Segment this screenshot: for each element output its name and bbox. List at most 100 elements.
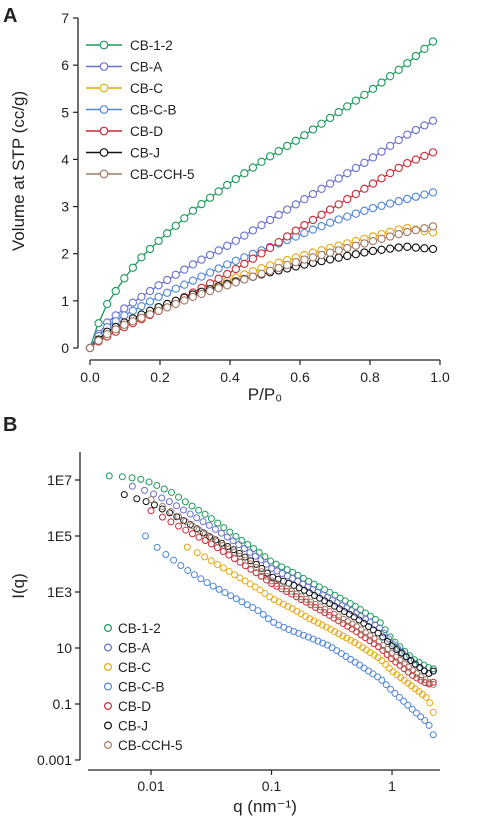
data-point <box>325 255 335 264</box>
data-point <box>265 266 275 276</box>
data-point <box>141 486 149 494</box>
data-point <box>373 673 381 681</box>
data-point <box>425 721 433 729</box>
y-tick-label: 0.001 <box>37 752 72 768</box>
data-point <box>220 524 228 532</box>
data-point <box>416 663 424 671</box>
data-point <box>428 116 438 125</box>
data-point <box>223 269 232 279</box>
data-point <box>420 667 428 675</box>
data-point <box>334 200 343 209</box>
data-point <box>300 228 309 238</box>
data-point <box>158 494 166 502</box>
y-tick-label: 3 <box>61 199 69 215</box>
data-point <box>241 553 249 561</box>
data-point <box>257 556 265 564</box>
data-point <box>411 225 420 235</box>
data-point <box>231 236 240 245</box>
legend-swatch-marker <box>99 148 109 157</box>
y-tick-label: 10 <box>56 640 72 656</box>
data-point <box>331 628 339 636</box>
data-point <box>190 571 198 579</box>
data-point <box>317 250 326 260</box>
data-point <box>308 125 318 134</box>
data-point <box>429 678 437 686</box>
data-point <box>272 560 280 568</box>
data-point <box>420 121 429 130</box>
data-point <box>128 298 138 307</box>
legend-swatch-marker <box>103 643 112 652</box>
data-point <box>225 545 233 553</box>
data-point <box>197 289 206 299</box>
data-point <box>368 153 378 162</box>
data-point <box>162 550 170 558</box>
data-point <box>411 125 420 135</box>
data-point <box>428 244 438 254</box>
legend-swatch-marker <box>99 40 109 50</box>
y-tick-label: 1E5 <box>47 528 72 544</box>
data-point <box>394 230 403 239</box>
data-point <box>209 582 217 590</box>
data-point <box>214 560 222 568</box>
data-point <box>219 564 227 572</box>
data-point <box>223 281 232 290</box>
data-point <box>420 44 429 53</box>
legend-entry-label: CB-1-2 <box>130 38 173 53</box>
legend-entry-label: CB-D <box>130 124 163 139</box>
data-point <box>319 639 327 647</box>
data-point <box>325 113 335 123</box>
y-tick-label: 1E3 <box>47 584 72 600</box>
data-point <box>325 179 335 188</box>
data-point <box>411 192 420 201</box>
x-tick-label: 1 <box>388 778 396 794</box>
data-point <box>334 174 343 183</box>
data-point <box>429 665 437 673</box>
data-point <box>422 693 430 701</box>
data-point <box>154 306 163 316</box>
data-point <box>214 274 223 283</box>
data-point <box>111 325 120 334</box>
data-point <box>145 286 155 296</box>
data-point <box>165 498 173 506</box>
data-point <box>188 276 198 285</box>
data-point <box>263 572 271 580</box>
data-point <box>267 557 275 565</box>
x-tick-label: 1.0 <box>430 369 450 385</box>
data-point <box>265 243 275 253</box>
data-point <box>378 657 386 665</box>
data-point <box>207 557 215 565</box>
data-point <box>387 650 395 658</box>
data-point <box>289 575 297 583</box>
data-point <box>180 265 189 274</box>
data-point <box>240 231 249 240</box>
data-point <box>334 246 343 255</box>
data-point <box>265 215 275 225</box>
data-point <box>317 184 326 193</box>
y-tick-label: 2 <box>61 246 69 262</box>
data-point <box>343 243 352 253</box>
data-point <box>197 272 206 281</box>
data-point <box>167 508 175 516</box>
data-point <box>236 574 244 582</box>
data-point <box>227 592 235 600</box>
data-point <box>428 222 438 231</box>
isotherm-chart: 0 1 2 3 4 5 6 7 0.0 0.2 0.4 0.6 0.8 1.0 CB-1-2 CB-A CB-C… <box>61 10 450 385</box>
data-point <box>274 263 283 273</box>
data-point <box>403 242 412 251</box>
data-point <box>193 549 201 557</box>
data-point <box>225 567 233 575</box>
data-point <box>343 634 351 642</box>
data-point <box>382 681 390 689</box>
data-point <box>231 548 239 556</box>
data-point <box>308 225 318 234</box>
legend-swatch-marker <box>103 662 112 671</box>
data-point <box>360 206 369 215</box>
data-point <box>214 519 222 527</box>
data-point <box>387 685 395 693</box>
data-point <box>219 547 227 555</box>
y-tick-label: 0 <box>61 340 69 356</box>
legend-entry-label: CB-A <box>130 60 162 75</box>
data-point <box>199 518 207 526</box>
data-point <box>376 624 384 632</box>
